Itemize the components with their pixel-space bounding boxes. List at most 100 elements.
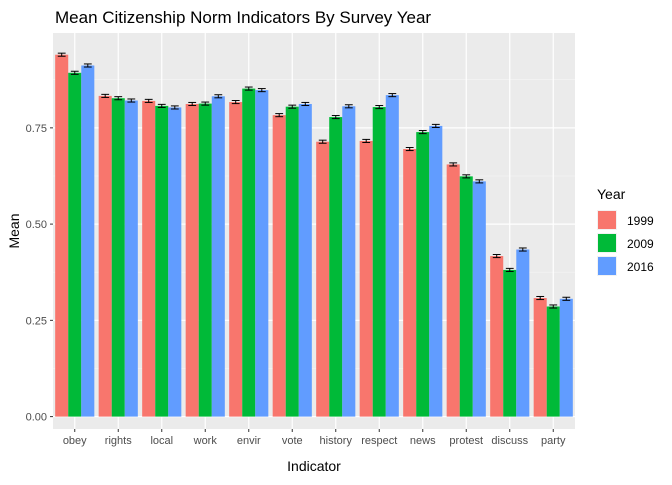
bar-2009-history bbox=[329, 117, 343, 417]
y-axis-label: Mean bbox=[6, 213, 22, 248]
bar-1999-local bbox=[142, 100, 156, 417]
bar-2009-local bbox=[155, 105, 169, 417]
bar-1999-obey bbox=[55, 54, 69, 417]
error-bar-1999-obey bbox=[57, 52, 66, 57]
bar-2009-vote bbox=[285, 106, 299, 417]
error-bar-2016-vote bbox=[301, 101, 310, 107]
error-bar-2016-obey bbox=[83, 63, 92, 68]
error-bar-1999-vote bbox=[275, 113, 284, 118]
bar-2016-work bbox=[211, 96, 225, 417]
bar-2009-work bbox=[198, 103, 212, 417]
error-bar-2016-party bbox=[562, 296, 571, 301]
chart-title: Mean Citizenship Norm Indicators By Surv… bbox=[55, 8, 431, 27]
bar-1999-party bbox=[533, 298, 547, 417]
bar-2016-respect bbox=[385, 95, 399, 417]
error-bar-2009-work bbox=[201, 101, 210, 106]
bar-2009-rights bbox=[111, 98, 125, 417]
x-axis-label: Indicator bbox=[287, 458, 341, 474]
bar-2016-vote bbox=[298, 103, 312, 417]
bar-2016-protest bbox=[472, 181, 486, 417]
axes: 0.00 0.25 0.50 0.75 obey rights local work envir… bbox=[26, 123, 566, 447]
x-tick-label-vote: vote bbox=[282, 435, 303, 447]
x-tick-label-respect: respect bbox=[361, 435, 397, 447]
error-bar-2016-protest bbox=[475, 179, 484, 184]
error-bar-2009-discuss bbox=[505, 267, 514, 272]
y-tick-label: 0.25 bbox=[26, 315, 47, 327]
bar-2009-envir bbox=[242, 88, 256, 417]
x-tick-label-envir: envir bbox=[237, 435, 261, 447]
bar-1999-history bbox=[316, 141, 330, 417]
error-bar-2009-history bbox=[331, 115, 340, 120]
error-bar-2016-discuss bbox=[518, 247, 527, 252]
y-tick-label: 0.50 bbox=[26, 219, 47, 231]
error-bar-2009-protest bbox=[462, 174, 471, 179]
x-tick-label-history: history bbox=[320, 435, 353, 447]
bar-1999-rights bbox=[98, 95, 112, 417]
bar-1999-discuss bbox=[490, 256, 504, 417]
x-tick-label-work: work bbox=[193, 435, 218, 447]
error-bar-1999-history bbox=[318, 139, 327, 144]
bar-2016-rights bbox=[124, 100, 138, 417]
error-bar-2009-respect bbox=[375, 105, 384, 110]
error-bar-2009-local bbox=[157, 103, 166, 108]
bar-1999-protest bbox=[446, 164, 460, 417]
legend-title: Year bbox=[597, 186, 626, 202]
legend-label-2009: 2009 bbox=[627, 237, 654, 251]
bar-2016-party bbox=[559, 298, 573, 417]
error-bar-1999-envir bbox=[231, 100, 240, 105]
error-bar-2009-envir bbox=[244, 86, 253, 91]
error-bar-1999-rights bbox=[101, 93, 110, 98]
legend-swatch-1999 bbox=[598, 211, 616, 229]
error-bar-2009-party bbox=[549, 304, 558, 309]
error-bar-2009-rights bbox=[114, 96, 123, 101]
legend-swatch-2016 bbox=[598, 257, 616, 275]
bar-1999-news bbox=[403, 149, 417, 417]
bar-2016-obey bbox=[81, 65, 95, 417]
error-bar-2016-respect bbox=[388, 93, 397, 98]
x-tick-label-rights: rights bbox=[105, 435, 132, 447]
bar-2016-local bbox=[168, 107, 182, 417]
plot-panel bbox=[53, 33, 575, 429]
bar-2016-envir bbox=[255, 90, 269, 417]
error-bar-2009-obey bbox=[70, 70, 79, 75]
error-bar-1999-party bbox=[536, 295, 545, 301]
bar-1999-work bbox=[185, 103, 199, 417]
bar-2009-party bbox=[546, 306, 560, 417]
legend-label-2016: 2016 bbox=[627, 260, 654, 274]
error-bar-2009-news bbox=[418, 130, 427, 135]
error-bars bbox=[57, 52, 571, 309]
bar-1999-respect bbox=[359, 140, 373, 417]
x-tick-label-local: local bbox=[150, 435, 173, 447]
bar-2016-history bbox=[342, 106, 356, 417]
error-bar-2016-history bbox=[344, 104, 353, 109]
x-tick-label-news: news bbox=[410, 435, 436, 447]
bars bbox=[55, 54, 573, 417]
error-bar-1999-discuss bbox=[492, 254, 501, 259]
bar-2016-news bbox=[429, 125, 443, 417]
bar-1999-envir bbox=[229, 102, 243, 417]
bar-2009-respect bbox=[372, 107, 386, 417]
error-bar-2016-work bbox=[214, 94, 223, 99]
bar-2016-discuss bbox=[516, 249, 530, 417]
legend: Year 1999 2009 2016 bbox=[597, 186, 654, 276]
legend-swatch-2009 bbox=[598, 234, 616, 252]
y-tick-label: 0.75 bbox=[26, 123, 47, 135]
x-tick-label-protest: protest bbox=[449, 435, 483, 447]
error-bar-2016-rights bbox=[127, 98, 136, 103]
y-tick-label: 0.00 bbox=[26, 412, 47, 424]
bar-2009-discuss bbox=[503, 269, 517, 417]
error-bar-2009-vote bbox=[288, 104, 297, 109]
error-bar-2016-local bbox=[170, 105, 179, 110]
error-bar-1999-respect bbox=[362, 138, 371, 143]
error-bar-1999-work bbox=[188, 101, 197, 107]
bar-2009-news bbox=[416, 132, 430, 417]
legend-label-1999: 1999 bbox=[627, 214, 654, 228]
error-bar-1999-protest bbox=[449, 162, 458, 167]
x-tick-label-discuss: discuss bbox=[491, 435, 528, 447]
error-bar-2016-news bbox=[431, 123, 440, 128]
bar-2009-protest bbox=[459, 176, 473, 417]
error-bar-1999-news bbox=[405, 146, 414, 152]
bar-2009-obey bbox=[68, 72, 82, 417]
